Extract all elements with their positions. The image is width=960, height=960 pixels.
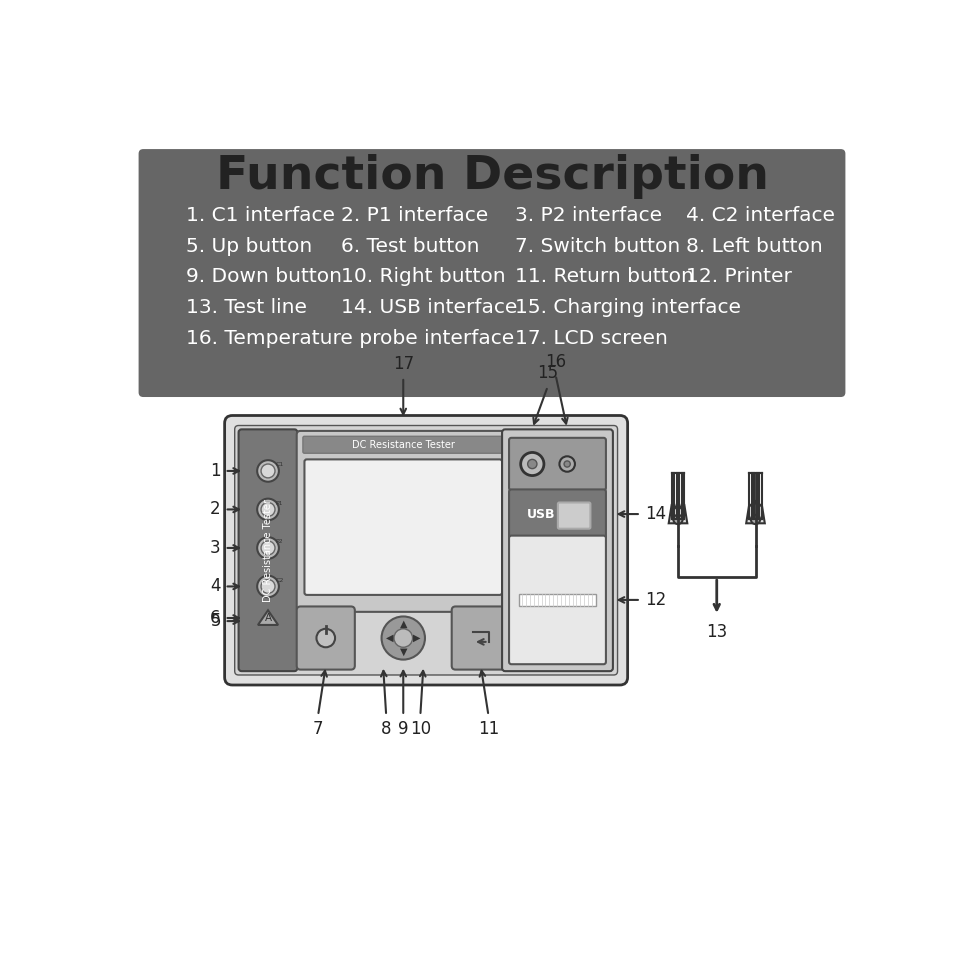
Circle shape <box>261 502 275 516</box>
Text: 16: 16 <box>545 353 566 371</box>
Polygon shape <box>258 611 278 625</box>
Text: ▲: ▲ <box>399 619 407 629</box>
Circle shape <box>528 460 537 468</box>
FancyBboxPatch shape <box>297 607 355 670</box>
FancyBboxPatch shape <box>509 438 606 491</box>
FancyBboxPatch shape <box>502 429 612 671</box>
Text: 14. USB interface: 14. USB interface <box>341 299 517 317</box>
Circle shape <box>261 541 275 555</box>
Circle shape <box>381 616 425 660</box>
Text: 1. C1 interface: 1. C1 interface <box>186 205 335 225</box>
Circle shape <box>261 580 275 593</box>
Text: 9. Down button: 9. Down button <box>186 268 342 286</box>
Text: P2: P2 <box>276 540 283 544</box>
Text: 15. Charging interface: 15. Charging interface <box>516 299 741 317</box>
FancyBboxPatch shape <box>304 460 502 595</box>
Text: 7: 7 <box>313 720 324 737</box>
Text: 10. Right button: 10. Right button <box>341 268 506 286</box>
FancyBboxPatch shape <box>239 429 298 671</box>
Text: 5. Up button: 5. Up button <box>186 236 312 255</box>
Circle shape <box>317 629 335 647</box>
Text: ◀: ◀ <box>386 633 393 643</box>
Text: 12. Printer: 12. Printer <box>685 268 792 286</box>
FancyBboxPatch shape <box>452 607 510 670</box>
FancyBboxPatch shape <box>558 502 590 529</box>
FancyBboxPatch shape <box>138 149 846 397</box>
Text: DC Resistance Tester: DC Resistance Tester <box>263 499 273 602</box>
Text: ▶: ▶ <box>414 633 421 643</box>
Text: 2: 2 <box>210 500 221 518</box>
FancyBboxPatch shape <box>509 536 606 664</box>
Text: 1: 1 <box>210 462 221 480</box>
Circle shape <box>257 498 278 520</box>
Text: 10: 10 <box>410 720 431 737</box>
Text: 5: 5 <box>210 612 221 630</box>
Text: 4: 4 <box>210 578 221 595</box>
Text: ▼: ▼ <box>399 647 407 657</box>
Text: 11. Return button: 11. Return button <box>516 268 694 286</box>
Circle shape <box>257 538 278 559</box>
Text: 6: 6 <box>210 609 221 627</box>
Text: C1: C1 <box>276 462 284 468</box>
Text: C2: C2 <box>276 578 284 583</box>
Circle shape <box>520 452 544 475</box>
FancyBboxPatch shape <box>225 416 628 685</box>
Text: 8. Left button: 8. Left button <box>685 236 823 255</box>
FancyBboxPatch shape <box>297 431 510 612</box>
Text: 4. C2 interface: 4. C2 interface <box>685 205 835 225</box>
Text: 13. Test line: 13. Test line <box>186 299 307 317</box>
Circle shape <box>394 629 413 647</box>
Text: DC Resistance Tester: DC Resistance Tester <box>351 440 455 450</box>
Bar <box>519 593 596 606</box>
Circle shape <box>257 460 278 482</box>
Text: 3. P2 interface: 3. P2 interface <box>516 205 662 225</box>
Circle shape <box>751 515 760 524</box>
Text: 16. Temperature probe interface: 16. Temperature probe interface <box>186 329 515 348</box>
Text: 9: 9 <box>398 720 409 737</box>
Text: A: A <box>264 613 272 623</box>
Text: 11: 11 <box>478 720 499 737</box>
Text: 13: 13 <box>707 623 728 641</box>
Text: 2. P1 interface: 2. P1 interface <box>341 205 488 225</box>
Text: 6. Test button: 6. Test button <box>341 236 479 255</box>
FancyBboxPatch shape <box>234 425 617 675</box>
Text: 12: 12 <box>645 591 666 609</box>
Text: 17: 17 <box>393 355 414 373</box>
Circle shape <box>560 456 575 471</box>
Text: 15: 15 <box>538 365 559 382</box>
Text: Function Description: Function Description <box>215 154 769 199</box>
Text: P1: P1 <box>276 500 283 506</box>
FancyBboxPatch shape <box>303 436 504 453</box>
Polygon shape <box>746 500 765 523</box>
Polygon shape <box>669 500 687 523</box>
Circle shape <box>261 464 275 478</box>
Text: USB: USB <box>527 508 556 520</box>
Text: 7. Switch button: 7. Switch button <box>516 236 681 255</box>
Text: 8: 8 <box>381 720 392 737</box>
FancyBboxPatch shape <box>509 490 606 539</box>
Text: 14: 14 <box>645 505 666 523</box>
Text: 17. LCD screen: 17. LCD screen <box>516 329 668 348</box>
Circle shape <box>257 576 278 597</box>
Circle shape <box>673 515 683 524</box>
Text: 3: 3 <box>210 539 221 557</box>
Circle shape <box>564 461 570 468</box>
